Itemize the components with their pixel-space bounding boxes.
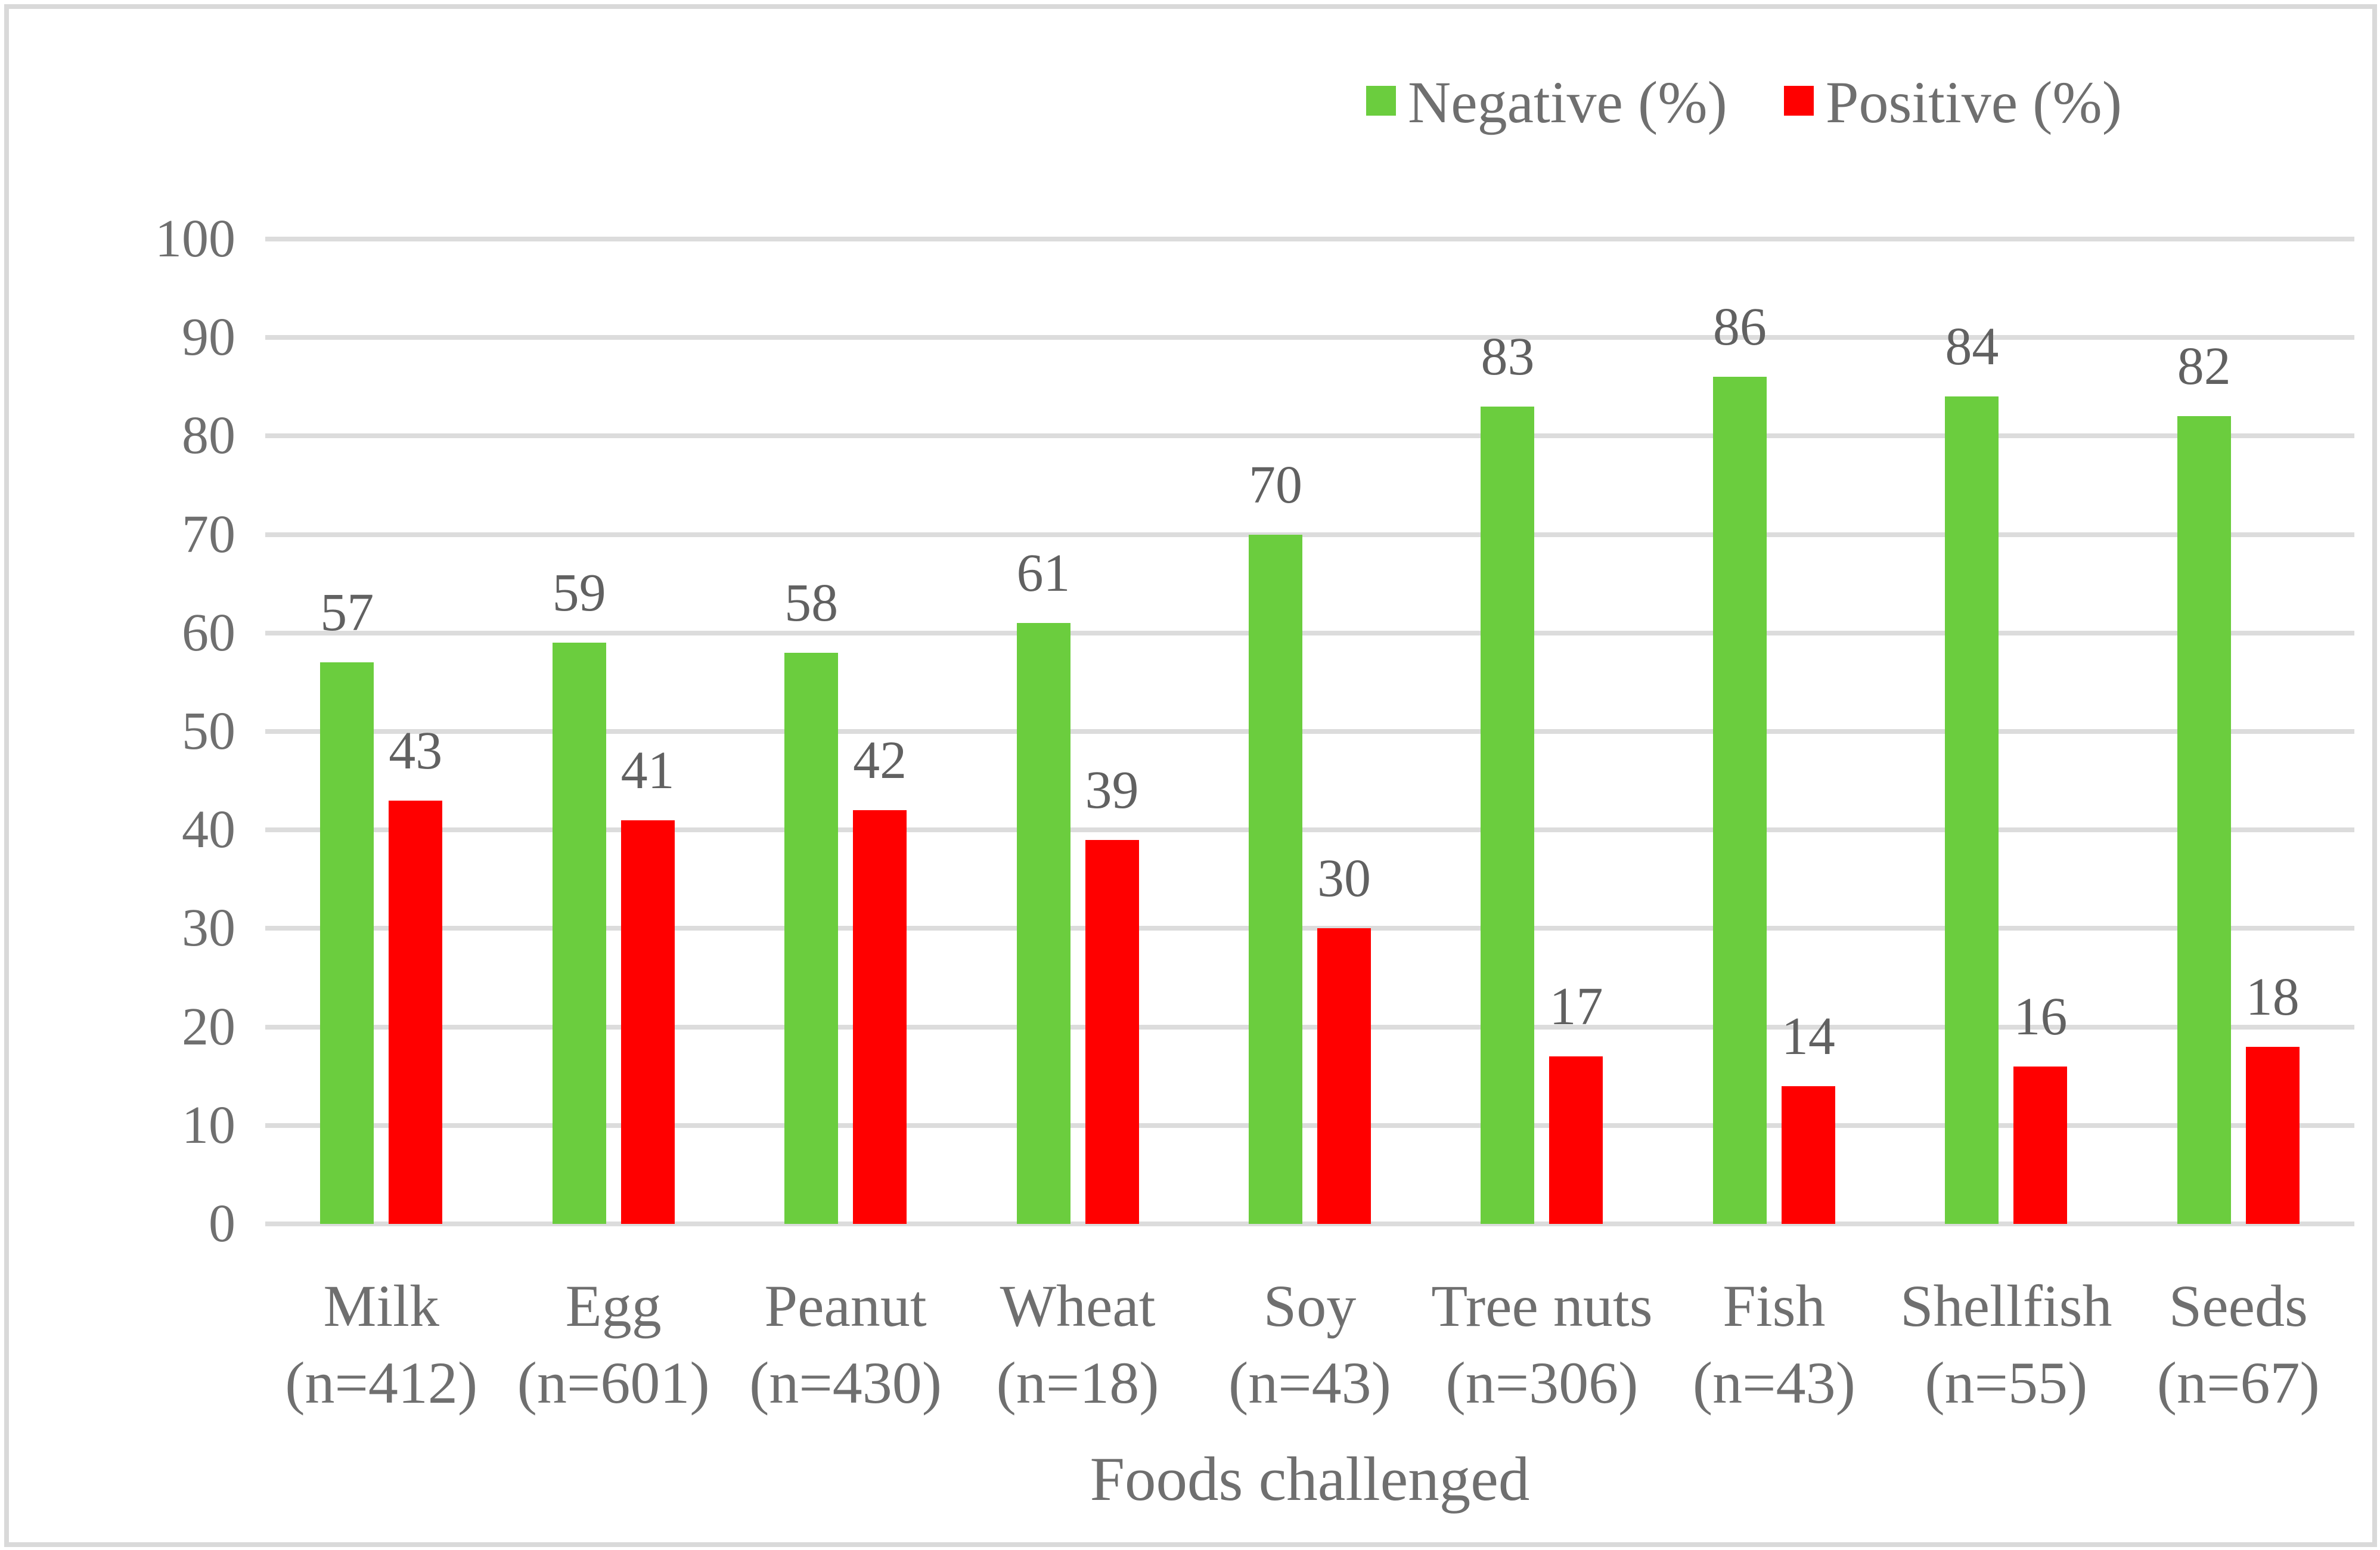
y-tick-label-50: 50 <box>182 702 235 761</box>
x-category-label-wheat: Wheat (n=18) <box>961 1267 1193 1421</box>
gridline-30 <box>265 926 2354 931</box>
gridline-10 <box>265 1123 2354 1128</box>
x-category-label-seeds: Seeds (n=67) <box>2123 1267 2354 1421</box>
x-category-n: (n=55) <box>1925 1350 2088 1416</box>
x-category-n: (n=412) <box>285 1350 478 1416</box>
data-label-positive-egg: 41 <box>620 740 675 800</box>
x-category-name: Milk <box>323 1273 439 1339</box>
gridline-20 <box>265 1024 2354 1030</box>
x-category-name: Wheat <box>1000 1273 1156 1339</box>
bar-positive-soy <box>1317 928 1371 1224</box>
y-tick-label-70: 70 <box>182 504 235 564</box>
x-axis-title: Foods challenged <box>1090 1444 1530 1514</box>
x-category-label-fish: Fish (n=43) <box>1658 1267 1890 1421</box>
legend-item-positive: Positive (%) <box>1783 69 2123 135</box>
y-tick-label-80: 80 <box>182 406 235 466</box>
x-category-name: Fish <box>1723 1273 1826 1339</box>
data-label-negative-seeds: 82 <box>2177 337 2231 396</box>
x-category-name: Soy <box>1263 1273 1357 1339</box>
x-category-label-tree-nuts: Tree nuts (n=306) <box>1426 1267 1658 1421</box>
x-category-n: (n=601) <box>517 1350 710 1416</box>
bar-positive-fish <box>1781 1086 1835 1224</box>
data-label-positive-milk: 43 <box>389 721 443 780</box>
x-category-name: Shellfish <box>1900 1273 2112 1339</box>
legend-label-positive: Positive (%) <box>1825 69 2123 135</box>
x-category-n: (n=306) <box>1445 1350 1639 1416</box>
bar-negative-wheat <box>1016 623 1070 1224</box>
legend-swatch-positive-icon <box>1783 86 1814 116</box>
y-tick-label-10: 10 <box>182 1095 235 1155</box>
bar-negative-seeds <box>2177 416 2231 1224</box>
bar-positive-egg <box>620 820 675 1224</box>
x-category-n: (n=67) <box>2156 1350 2320 1416</box>
gridline-100 <box>265 237 2354 241</box>
data-label-negative-soy: 70 <box>1249 455 1302 514</box>
gridline-80 <box>265 433 2354 439</box>
bar-positive-shellfish <box>2013 1066 2068 1224</box>
legend-label-negative: Negative (%) <box>1408 69 1727 135</box>
data-label-negative-milk: 57 <box>320 583 374 643</box>
data-label-positive-shellfish: 16 <box>2013 987 2068 1046</box>
bar-negative-egg <box>552 643 606 1224</box>
legend-item-negative: Negative (%) <box>1366 73 1727 132</box>
data-label-positive-soy: 30 <box>1317 849 1371 909</box>
x-category-label-milk: Milk (n=412) <box>265 1267 497 1421</box>
bar-negative-fish <box>1712 377 1767 1224</box>
gridline-70 <box>265 532 2354 537</box>
bar-positive-peanut <box>853 810 907 1224</box>
data-label-positive-fish: 14 <box>1781 1006 1835 1066</box>
chart-legend: Negative (%) Positive (%) <box>1366 73 2122 132</box>
gridline-0 <box>265 1222 2354 1226</box>
data-label-positive-peanut: 42 <box>853 731 907 790</box>
x-category-n: (n=430) <box>749 1350 942 1416</box>
bar-negative-milk <box>320 662 374 1224</box>
gridline-90 <box>265 335 2354 340</box>
x-category-name: Egg <box>565 1273 662 1339</box>
data-label-negative-peanut: 58 <box>784 573 839 633</box>
gridline-60 <box>265 630 2354 636</box>
y-tick-label-0: 0 <box>209 1194 235 1253</box>
y-tick-label-40: 40 <box>182 800 235 860</box>
x-category-label-egg: Egg (n=601) <box>497 1267 729 1421</box>
x-category-label-shellfish: Shellfish (n=55) <box>1890 1267 2122 1421</box>
bar-positive-seeds <box>2245 1046 2300 1224</box>
x-category-name: Tree nuts <box>1431 1273 1653 1339</box>
bar-negative-tree-nuts <box>1481 406 1535 1224</box>
data-label-negative-shellfish: 84 <box>1945 317 1999 377</box>
x-category-label-soy: Soy (n=43) <box>1194 1267 1426 1421</box>
data-label-negative-wheat: 61 <box>1016 544 1070 603</box>
x-category-n: (n=43) <box>1228 1350 1391 1416</box>
x-category-n: (n=18) <box>996 1350 1159 1416</box>
gridline-40 <box>265 827 2354 833</box>
x-category-n: (n=43) <box>1692 1350 1855 1416</box>
bar-positive-tree-nuts <box>1549 1056 1603 1224</box>
gridline-50 <box>265 729 2354 734</box>
legend-swatch-negative-icon <box>1366 86 1396 116</box>
bar-positive-wheat <box>1085 839 1139 1224</box>
bar-negative-soy <box>1249 534 1302 1224</box>
y-tick-label-60: 60 <box>182 603 235 662</box>
y-tick-label-90: 90 <box>182 308 235 367</box>
data-label-positive-tree-nuts: 17 <box>1549 977 1603 1037</box>
x-category-name: Seeds <box>2168 1273 2308 1339</box>
y-tick-label-20: 20 <box>182 997 235 1056</box>
data-label-negative-egg: 59 <box>552 563 606 623</box>
bar-positive-milk <box>389 800 443 1224</box>
data-label-negative-fish: 86 <box>1712 297 1767 357</box>
data-label-positive-seeds: 18 <box>2245 967 2300 1027</box>
x-category-label-peanut: Peanut (n=430) <box>730 1267 961 1421</box>
data-label-negative-tree-nuts: 83 <box>1481 327 1535 386</box>
y-tick-label-100: 100 <box>155 209 235 268</box>
bar-negative-shellfish <box>1945 396 1999 1224</box>
bar-negative-peanut <box>784 652 839 1224</box>
y-tick-label-30: 30 <box>182 898 235 958</box>
data-label-positive-wheat: 39 <box>1085 760 1139 820</box>
x-category-name: Peanut <box>764 1273 927 1339</box>
